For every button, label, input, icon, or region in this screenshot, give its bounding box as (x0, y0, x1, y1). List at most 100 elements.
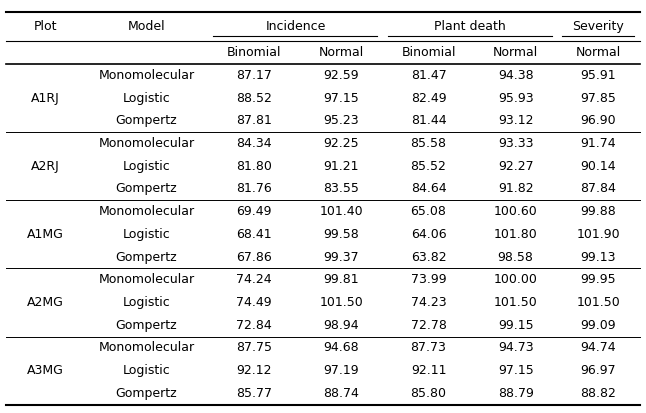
Text: Plant death: Plant death (434, 20, 506, 33)
Text: 97.15: 97.15 (324, 92, 359, 104)
Text: 88.74: 88.74 (324, 387, 359, 400)
Text: 85.80: 85.80 (410, 387, 446, 400)
Text: 101.80: 101.80 (494, 228, 537, 241)
Text: 87.84: 87.84 (580, 183, 616, 195)
Text: 92.59: 92.59 (324, 69, 359, 82)
Text: 72.84: 72.84 (236, 319, 272, 332)
Text: Monomolecular: Monomolecular (98, 205, 194, 218)
Text: 99.88: 99.88 (580, 205, 616, 218)
Text: Gompertz: Gompertz (116, 114, 177, 127)
Text: 99.09: 99.09 (581, 319, 616, 332)
Text: 85.77: 85.77 (236, 387, 272, 400)
Text: 94.74: 94.74 (581, 342, 616, 354)
Text: 85.58: 85.58 (410, 137, 446, 150)
Text: 87.75: 87.75 (236, 342, 272, 354)
Text: 94.38: 94.38 (498, 69, 534, 82)
Text: 74.23: 74.23 (411, 296, 446, 309)
Text: Gompertz: Gompertz (116, 183, 177, 195)
Text: Binomial: Binomial (401, 46, 456, 59)
Text: 95.91: 95.91 (581, 69, 616, 82)
Text: Monomolecular: Monomolecular (98, 69, 194, 82)
Text: 92.11: 92.11 (411, 364, 446, 377)
Text: Gompertz: Gompertz (116, 251, 177, 263)
Text: 92.25: 92.25 (324, 137, 359, 150)
Text: 101.50: 101.50 (576, 296, 620, 309)
Text: 74.49: 74.49 (236, 296, 272, 309)
Text: 100.60: 100.60 (494, 205, 537, 218)
Text: Plot: Plot (34, 20, 57, 33)
Text: A3MG: A3MG (27, 364, 64, 377)
Text: Logistic: Logistic (123, 160, 171, 173)
Text: 99.81: 99.81 (324, 273, 359, 286)
Text: Normal: Normal (576, 46, 621, 59)
Text: 101.50: 101.50 (320, 296, 363, 309)
Text: Logistic: Logistic (123, 364, 171, 377)
Text: 91.82: 91.82 (498, 183, 534, 195)
Text: 84.64: 84.64 (411, 183, 446, 195)
Text: 93.12: 93.12 (498, 114, 534, 127)
Text: 101.50: 101.50 (494, 296, 537, 309)
Text: 87.73: 87.73 (411, 342, 446, 354)
Text: 88.79: 88.79 (497, 387, 534, 400)
Text: 95.23: 95.23 (324, 114, 359, 127)
Text: 73.99: 73.99 (411, 273, 446, 286)
Text: 87.81: 87.81 (236, 114, 272, 127)
Text: 88.52: 88.52 (236, 92, 272, 104)
Text: 91.74: 91.74 (581, 137, 616, 150)
Text: 99.37: 99.37 (324, 251, 359, 263)
Text: 67.86: 67.86 (236, 251, 272, 263)
Text: 99.95: 99.95 (581, 273, 616, 286)
Text: 83.55: 83.55 (324, 183, 359, 195)
Text: Monomolecular: Monomolecular (98, 137, 194, 150)
Text: 90.14: 90.14 (581, 160, 616, 173)
Text: 101.40: 101.40 (320, 205, 363, 218)
Text: 92.27: 92.27 (498, 160, 534, 173)
Text: Logistic: Logistic (123, 92, 171, 104)
Text: 92.12: 92.12 (236, 364, 272, 377)
Text: 99.58: 99.58 (324, 228, 359, 241)
Text: 72.78: 72.78 (411, 319, 446, 332)
Text: 101.90: 101.90 (576, 228, 620, 241)
Text: 99.15: 99.15 (498, 319, 534, 332)
Text: 93.33: 93.33 (498, 137, 534, 150)
Text: 85.52: 85.52 (411, 160, 446, 173)
Text: Logistic: Logistic (123, 228, 171, 241)
Text: 91.21: 91.21 (324, 160, 359, 173)
Text: 68.41: 68.41 (236, 228, 272, 241)
Text: Gompertz: Gompertz (116, 387, 177, 400)
Text: 94.68: 94.68 (324, 342, 359, 354)
Text: Monomolecular: Monomolecular (98, 273, 194, 286)
Text: 98.94: 98.94 (324, 319, 359, 332)
Text: 74.24: 74.24 (236, 273, 272, 286)
Text: Binomial: Binomial (227, 46, 282, 59)
Text: Model: Model (127, 20, 165, 33)
Text: A1MG: A1MG (27, 228, 64, 241)
Text: 88.82: 88.82 (580, 387, 616, 400)
Text: 81.44: 81.44 (411, 114, 446, 127)
Text: 97.19: 97.19 (324, 364, 359, 377)
Text: Incidence: Incidence (266, 20, 326, 33)
Text: 98.58: 98.58 (497, 251, 534, 263)
Text: 95.93: 95.93 (498, 92, 534, 104)
Text: Monomolecular: Monomolecular (98, 342, 194, 354)
Text: 97.15: 97.15 (498, 364, 534, 377)
Text: Normal: Normal (493, 46, 538, 59)
Text: A2RJ: A2RJ (31, 160, 60, 173)
Text: A1RJ: A1RJ (31, 92, 60, 104)
Text: 99.13: 99.13 (581, 251, 616, 263)
Text: Gompertz: Gompertz (116, 319, 177, 332)
Text: 82.49: 82.49 (411, 92, 446, 104)
Text: 81.47: 81.47 (411, 69, 446, 82)
Text: 87.17: 87.17 (236, 69, 272, 82)
Text: 96.97: 96.97 (581, 364, 616, 377)
Text: 81.76: 81.76 (236, 183, 272, 195)
Text: 81.80: 81.80 (236, 160, 272, 173)
Text: 84.34: 84.34 (236, 137, 272, 150)
Text: 64.06: 64.06 (411, 228, 446, 241)
Text: 94.73: 94.73 (498, 342, 534, 354)
Text: 100.00: 100.00 (494, 273, 537, 286)
Text: 65.08: 65.08 (411, 205, 446, 218)
Text: 69.49: 69.49 (236, 205, 272, 218)
Text: Logistic: Logistic (123, 296, 171, 309)
Text: Severity: Severity (572, 20, 624, 33)
